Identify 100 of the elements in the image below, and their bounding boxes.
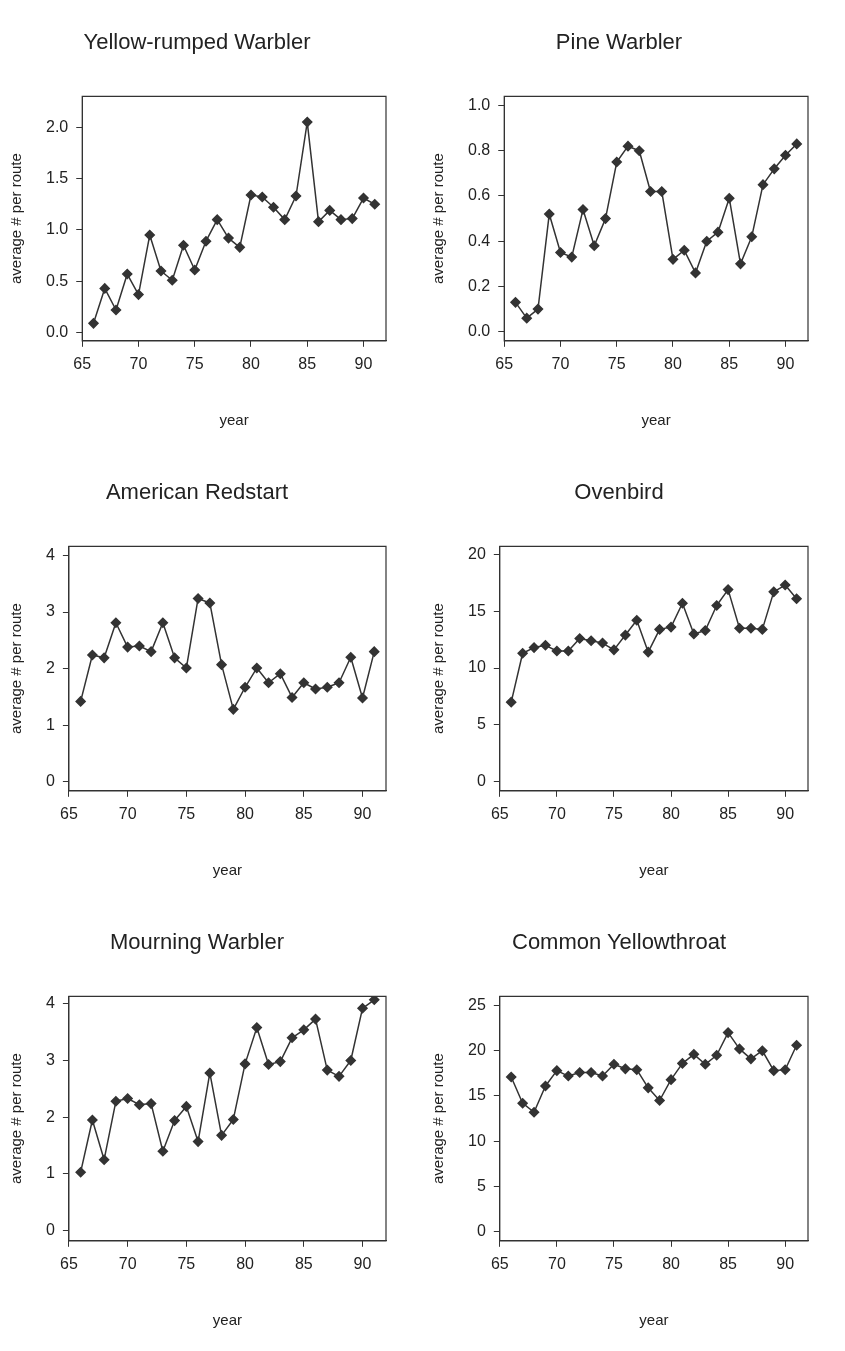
chart-title: Yellow-rumped Warbler <box>83 29 311 55</box>
point <box>358 192 369 204</box>
point <box>75 1166 86 1178</box>
point <box>528 1107 540 1118</box>
point <box>505 1071 517 1083</box>
point <box>517 648 528 659</box>
point <box>298 1024 310 1036</box>
point <box>239 682 251 693</box>
point <box>212 214 223 225</box>
point <box>333 677 345 688</box>
point <box>98 1154 110 1165</box>
point <box>167 274 178 286</box>
x-tick-label: 80 <box>664 354 682 372</box>
point <box>634 145 645 156</box>
point <box>157 617 169 629</box>
point <box>589 240 600 252</box>
x-tick-label: 65 <box>495 354 514 372</box>
point <box>521 312 532 324</box>
chart-title: Mourning Warbler <box>109 929 285 955</box>
y-tick-label: 1 <box>45 715 55 733</box>
point <box>688 1049 700 1060</box>
point <box>228 704 239 715</box>
point <box>322 682 333 693</box>
point <box>566 251 577 263</box>
x-tick-label: 90 <box>776 1254 795 1272</box>
point <box>189 264 200 276</box>
y-axis-title: average # per route <box>429 603 447 735</box>
y-tick-label: 2 <box>45 1107 55 1125</box>
point <box>791 138 802 150</box>
point <box>654 624 665 635</box>
point <box>178 240 189 251</box>
y-axis-title: average # per route <box>429 1053 447 1185</box>
x-tick-label: 70 <box>118 1254 137 1272</box>
point <box>298 677 310 688</box>
point <box>290 190 302 202</box>
point <box>239 1058 251 1070</box>
point <box>181 1101 192 1112</box>
point <box>600 213 611 224</box>
y-tick-label: 1.0 <box>45 220 69 238</box>
point <box>204 597 216 609</box>
x-tick-label: 75 <box>177 804 196 822</box>
point <box>369 996 380 1006</box>
x-tick-label: 90 <box>353 1254 372 1272</box>
y-tick-label: 0.8 <box>467 141 491 159</box>
point <box>642 1082 654 1094</box>
y-axis-title: average # per route <box>429 153 447 285</box>
point <box>134 1099 145 1110</box>
point <box>712 226 724 238</box>
point <box>779 1064 791 1075</box>
y-tick-label: 10 <box>468 1131 486 1149</box>
point <box>228 1114 239 1125</box>
x-axis-title: year <box>641 411 671 429</box>
point <box>551 645 563 657</box>
point <box>169 1115 180 1126</box>
point <box>110 617 122 629</box>
point <box>310 1013 321 1025</box>
x-tick-label: 65 <box>60 804 78 822</box>
point <box>313 216 324 227</box>
x-tick-label: 85 <box>294 1254 313 1272</box>
point <box>734 623 745 634</box>
point <box>585 635 597 646</box>
y-tick-label: 15 <box>468 601 486 619</box>
y-tick-label: 0 <box>476 1222 486 1240</box>
x-tick-label: 85 <box>719 1254 738 1272</box>
y-tick-label: 0.2 <box>467 276 491 294</box>
point <box>169 652 180 664</box>
y-tick-label: 0 <box>45 1221 55 1238</box>
point <box>223 232 234 244</box>
point <box>286 692 298 703</box>
point <box>620 629 631 641</box>
x-tick-label: 75 <box>177 1254 196 1272</box>
point <box>667 254 679 265</box>
point <box>192 593 204 604</box>
point <box>757 1045 768 1056</box>
x-tick-label: 75 <box>185 354 204 372</box>
point <box>735 258 746 270</box>
y-tick-label: 25 <box>468 995 486 1013</box>
point <box>335 214 347 225</box>
point <box>234 242 245 253</box>
point <box>543 208 555 220</box>
point <box>517 1097 528 1109</box>
point <box>268 202 279 213</box>
point <box>345 652 357 663</box>
y-tick-label: 4 <box>45 545 55 563</box>
point <box>577 204 589 215</box>
x-tick-label: 70 <box>547 1254 566 1272</box>
x-tick-label: 85 <box>298 354 317 372</box>
x-tick-label: 80 <box>242 354 260 372</box>
y-axis-title: average # per route <box>7 603 25 735</box>
point <box>563 1070 574 1082</box>
point <box>597 637 608 649</box>
point <box>245 189 257 201</box>
x-tick-label: 70 <box>551 354 570 372</box>
y-tick-label: 4 <box>45 994 55 1012</box>
point <box>181 662 192 674</box>
point <box>622 140 634 152</box>
point <box>540 640 551 651</box>
point <box>679 245 690 256</box>
point <box>310 683 321 695</box>
y-tick-label: 0.0 <box>45 322 69 340</box>
